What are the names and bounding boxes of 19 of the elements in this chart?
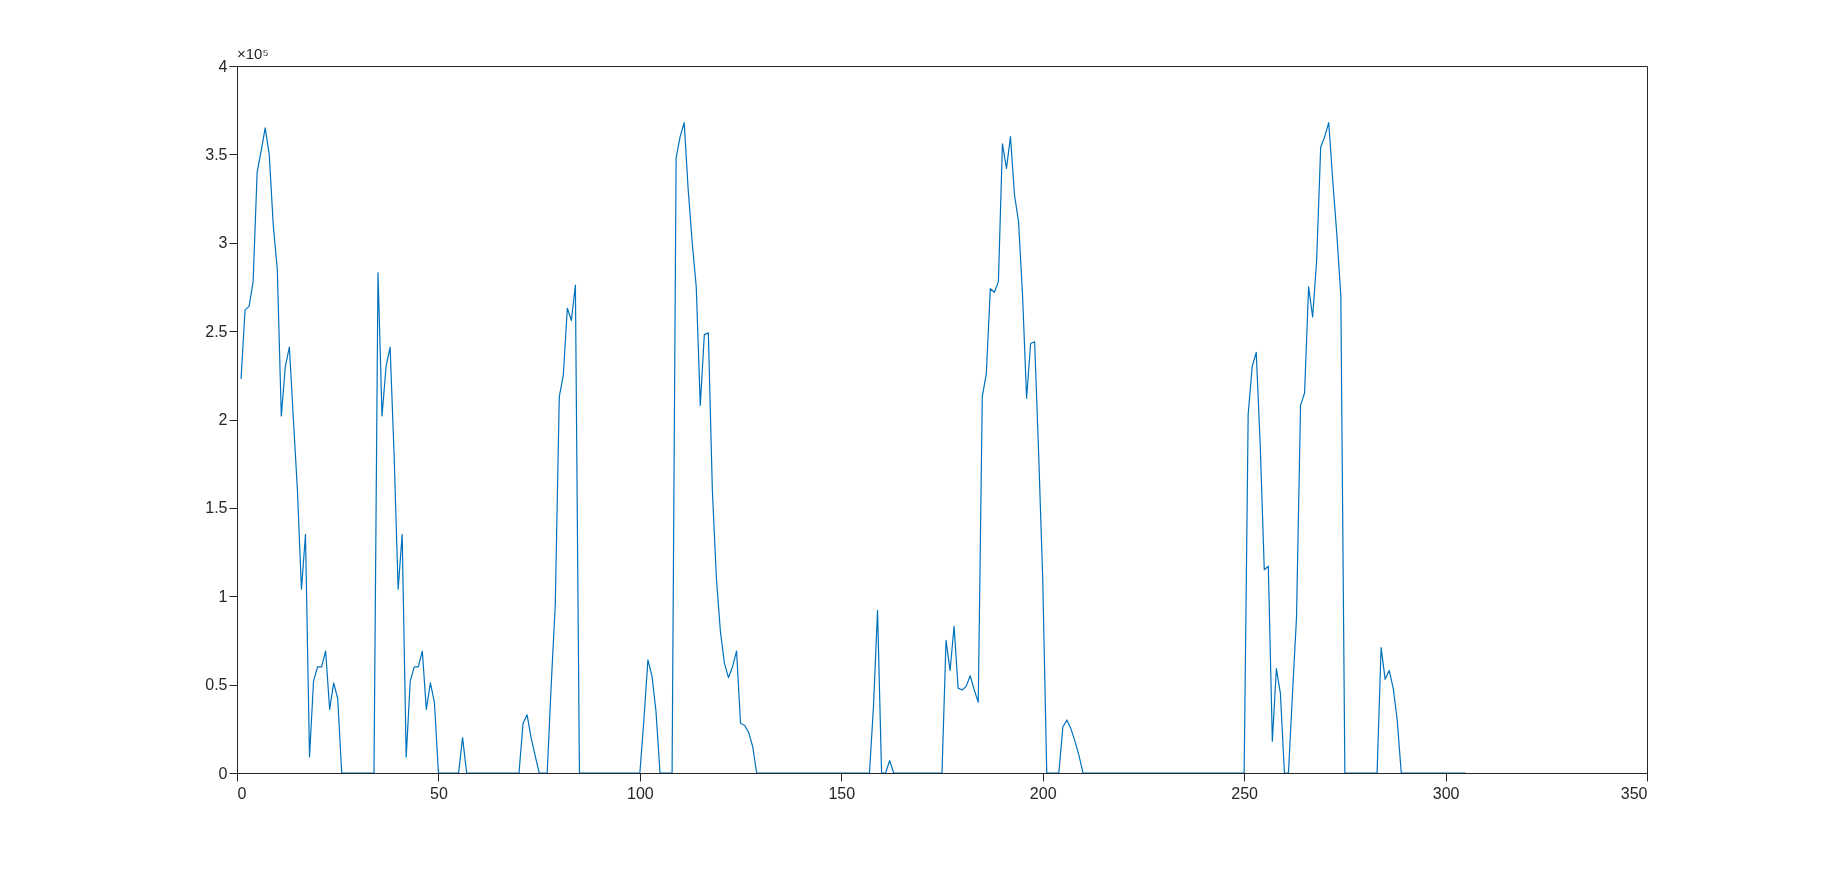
y-tick-label: 1.5	[205, 499, 228, 517]
y-tick-label: 3.5	[205, 145, 228, 163]
y-tick-label: 4	[218, 57, 228, 75]
y-tick-label: 3	[218, 234, 228, 252]
x-tick-label: 300	[1432, 784, 1460, 802]
y-tick-label: 0.5	[205, 676, 228, 694]
line-series	[240, 121, 1467, 773]
x-tick-label: 150	[828, 784, 856, 802]
x-tick-label: 250	[1231, 784, 1259, 802]
x-tick-label: 50	[430, 784, 448, 802]
x-tick-label: 200	[1029, 784, 1057, 802]
y-tick-label: 1	[218, 587, 228, 605]
x-tick-label: 350	[1620, 784, 1648, 802]
x-tick-label: 0	[237, 784, 247, 802]
y-tick-label: 2	[218, 411, 228, 428]
x-tick-label: 100	[627, 784, 654, 802]
y-tick-label: 0	[218, 764, 228, 782]
y-tick-label: 2.5	[205, 322, 228, 340]
text: ×10⁵	[237, 45, 269, 62]
